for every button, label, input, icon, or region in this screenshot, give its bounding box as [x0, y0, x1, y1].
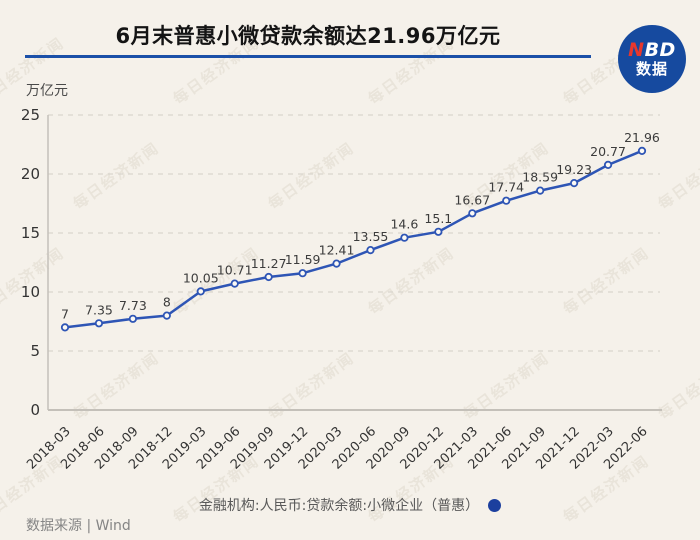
data-point-label: 11.59: [285, 252, 321, 267]
data-point-label: 13.55: [353, 229, 389, 244]
data-point-marker: [400, 233, 409, 242]
data-point-label: 14.6: [390, 217, 418, 232]
y-tick-label: 0: [30, 401, 40, 419]
data-point-label: 19.23: [556, 162, 592, 177]
data-point-marker: [332, 259, 341, 268]
data-point-marker: [128, 314, 137, 323]
data-point-label: 7.73: [119, 298, 147, 313]
legend-dot-icon: [488, 498, 502, 512]
data-point-marker: [366, 246, 375, 255]
legend: 金融机构:人民币:贷款余额:小微企业（普惠）: [0, 495, 700, 515]
data-point-marker: [162, 311, 171, 320]
data-point-label: 11.27: [251, 256, 287, 271]
y-axis-unit-label: 万亿元: [26, 83, 68, 99]
data-point-label: 21.96: [624, 130, 660, 145]
data-point-marker: [434, 227, 443, 236]
y-tick-label: 5: [30, 342, 40, 360]
data-point-label: 12.41: [319, 243, 355, 258]
nbd-logo-subtext: 数据: [635, 60, 668, 79]
data-point-label: 18.59: [522, 170, 558, 185]
data-source-note: 数据来源 | Wind: [26, 518, 131, 534]
data-point-marker: [60, 323, 70, 332]
nbd-logo-text: NBD: [628, 39, 676, 62]
data-point-marker: [502, 196, 511, 205]
data-point-marker: [298, 269, 307, 278]
nbd-logo: NBD 数据: [618, 25, 686, 93]
line-series: [64, 149, 643, 329]
data-point-marker: [264, 272, 273, 282]
title-underline: [25, 55, 591, 58]
data-point-label: 7.35: [85, 302, 113, 317]
legend-label: 金融机构:人民币:贷款余额:小微企业（普惠）: [198, 498, 480, 514]
data-point-label: 10.05: [183, 270, 219, 285]
data-point-marker: [468, 209, 477, 218]
data-point-marker: [570, 179, 579, 188]
data-point-marker: [603, 160, 613, 169]
data-point-label: 7: [61, 306, 69, 321]
data-point-label: 20.77: [590, 144, 626, 159]
data-point-marker: [196, 287, 205, 296]
y-tick-label: 25: [21, 106, 40, 124]
chart-title: 6月末普惠小微贷款余额达21.96万亿元: [115, 24, 501, 48]
data-point-label: 8: [163, 295, 171, 310]
y-tick-label: 20: [21, 165, 40, 183]
data-point-marker: [536, 186, 545, 195]
data-point-marker: [230, 279, 239, 288]
data-point-label: 15.1: [424, 211, 452, 226]
data-point-marker: [637, 146, 647, 155]
y-tick-label: 10: [21, 283, 40, 301]
y-tick-label: 15: [21, 224, 40, 242]
data-point-label: 10.71: [217, 263, 253, 278]
data-point-label: 17.74: [488, 180, 524, 195]
data-point-marker: [94, 319, 104, 328]
data-point-label: 16.67: [454, 192, 490, 207]
